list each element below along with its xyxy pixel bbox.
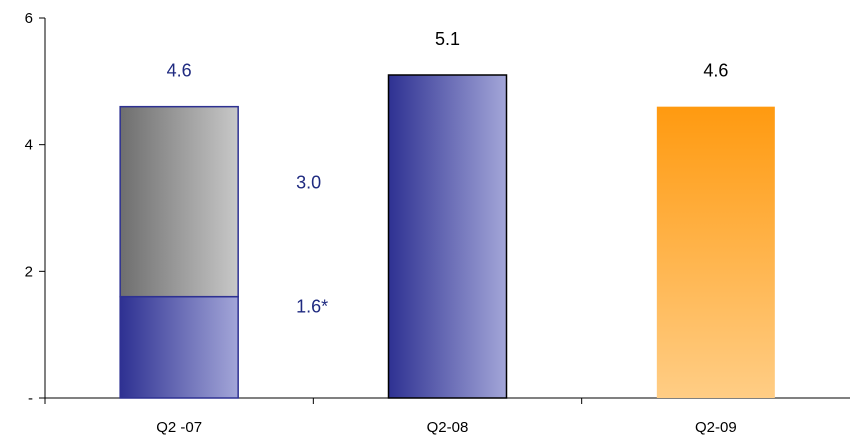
data-labels: 4.6 1.6* 3.0 5.1 4.6	[167, 29, 729, 317]
bar-total-label: 4.6	[167, 61, 192, 81]
bar-segment-orange	[656, 106, 775, 399]
y-tick-label: 6	[25, 10, 33, 27]
x-category-label: Q2-08	[427, 419, 469, 436]
bar-segment-blue	[119, 295, 239, 399]
x-category-label: Q2 -07	[156, 419, 202, 436]
bar-segment-label: 3.0	[296, 173, 321, 193]
x-category-label: Q2-09	[695, 419, 737, 436]
bar-total-label: 4.6	[703, 61, 728, 81]
bar-segment-gray	[119, 105, 239, 298]
y-tick-label: -	[28, 390, 33, 407]
bar-total-label: 5.1	[435, 29, 460, 49]
bars	[119, 74, 775, 399]
bar-segment-blue	[387, 74, 508, 399]
y-tick-label: 4	[25, 137, 33, 154]
y-tick-label: 2	[25, 263, 33, 280]
bar-segment-label: 1.6*	[296, 297, 328, 317]
